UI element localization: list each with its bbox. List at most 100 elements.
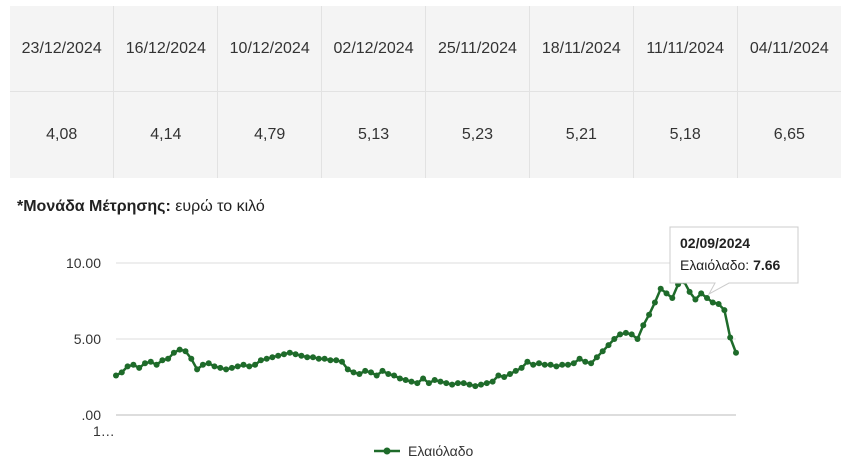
data-point[interactable]	[472, 383, 479, 390]
data-point[interactable]	[414, 380, 421, 387]
data-point[interactable]	[211, 363, 218, 370]
data-point[interactable]	[136, 364, 143, 371]
data-point[interactable]	[327, 357, 334, 364]
data-point[interactable]	[553, 363, 560, 370]
data-point[interactable]	[715, 301, 722, 307]
data-point[interactable]	[240, 361, 247, 368]
data-point[interactable]	[611, 336, 618, 342]
data-point[interactable]	[344, 366, 351, 373]
data-point[interactable]	[298, 352, 305, 359]
data-point[interactable]	[640, 322, 647, 329]
data-point[interactable]	[599, 348, 606, 355]
data-point[interactable]	[234, 363, 241, 370]
data-point[interactable]	[547, 361, 554, 368]
data-point[interactable]	[269, 354, 276, 361]
data-point[interactable]	[704, 295, 710, 301]
data-point[interactable]	[483, 380, 490, 387]
data-point[interactable]	[223, 366, 230, 373]
data-point[interactable]	[310, 354, 316, 361]
data-point[interactable]	[559, 361, 566, 368]
data-point[interactable]	[460, 380, 467, 387]
data-point[interactable]	[518, 364, 525, 371]
data-point[interactable]	[622, 329, 629, 336]
data-point[interactable]	[194, 366, 201, 373]
data-point[interactable]	[385, 371, 392, 377]
data-point[interactable]	[368, 369, 374, 376]
data-point[interactable]	[362, 367, 369, 374]
data-point[interactable]	[321, 355, 328, 362]
data-point[interactable]	[159, 357, 166, 364]
data-point[interactable]	[165, 355, 172, 362]
data-point[interactable]	[228, 364, 235, 371]
data-point[interactable]	[686, 288, 693, 295]
data-point[interactable]	[257, 357, 264, 364]
data-point[interactable]	[304, 354, 311, 361]
data-point[interactable]	[373, 372, 380, 379]
data-point[interactable]	[449, 381, 456, 388]
data-point[interactable]	[576, 355, 583, 362]
data-point[interactable]	[153, 361, 160, 368]
data-point[interactable]	[339, 358, 345, 365]
data-point[interactable]	[205, 360, 212, 367]
data-point[interactable]	[252, 361, 259, 368]
data-point[interactable]	[617, 331, 624, 338]
data-point[interactable]	[663, 290, 670, 297]
data-point[interactable]	[733, 349, 739, 356]
data-point[interactable]	[628, 331, 635, 338]
data-point[interactable]	[593, 354, 600, 361]
data-point[interactable]	[350, 369, 357, 376]
data-point[interactable]	[669, 295, 676, 301]
data-point[interactable]	[582, 358, 589, 365]
data-point[interactable]	[118, 369, 125, 376]
data-point[interactable]	[182, 348, 189, 355]
data-point[interactable]	[408, 378, 415, 385]
data-point[interactable]	[512, 367, 519, 374]
data-point[interactable]	[147, 358, 154, 365]
data-point[interactable]	[698, 290, 705, 297]
legend-swatch-marker[interactable]	[383, 447, 391, 455]
data-point[interactable]	[501, 374, 508, 380]
legend-item-elaiolado[interactable]: Ελαιόλαδο	[408, 443, 474, 459]
data-point[interactable]	[489, 378, 496, 385]
data-point[interactable]	[657, 285, 664, 292]
data-point[interactable]	[466, 381, 473, 388]
data-point[interactable]	[286, 349, 293, 356]
data-point[interactable]	[333, 357, 340, 364]
data-point[interactable]	[692, 296, 699, 303]
data-point[interactable]	[524, 358, 531, 365]
data-point[interactable]	[246, 363, 253, 370]
data-point[interactable]	[420, 375, 427, 382]
data-point[interactable]	[170, 349, 177, 356]
data-point[interactable]	[263, 355, 270, 362]
data-point[interactable]	[124, 363, 131, 370]
data-point[interactable]	[217, 364, 224, 371]
data-point[interactable]	[454, 380, 461, 387]
data-point[interactable]	[176, 346, 183, 353]
data-point[interactable]	[396, 375, 403, 382]
data-point[interactable]	[570, 360, 577, 367]
data-point[interactable]	[391, 372, 398, 379]
data-point[interactable]	[292, 351, 299, 358]
data-point[interactable]	[199, 361, 206, 368]
data-point[interactable]	[402, 377, 409, 383]
data-point[interactable]	[188, 355, 195, 362]
data-point[interactable]	[431, 377, 438, 383]
data-point[interactable]	[425, 380, 432, 387]
data-point[interactable]	[709, 299, 716, 306]
data-point[interactable]	[634, 336, 641, 342]
data-point[interactable]	[727, 334, 734, 341]
data-point[interactable]	[588, 360, 595, 367]
data-point[interactable]	[379, 367, 386, 374]
data-point[interactable]	[721, 307, 728, 314]
data-point[interactable]	[646, 311, 653, 318]
data-point[interactable]	[281, 351, 287, 358]
data-point[interactable]	[275, 352, 282, 359]
data-point[interactable]	[130, 361, 137, 368]
data-point[interactable]	[443, 380, 450, 387]
data-point[interactable]	[113, 372, 119, 379]
data-point[interactable]	[437, 378, 444, 385]
data-point[interactable]	[315, 355, 322, 362]
data-point[interactable]	[605, 342, 612, 349]
data-point[interactable]	[565, 361, 571, 368]
data-point[interactable]	[356, 371, 363, 377]
